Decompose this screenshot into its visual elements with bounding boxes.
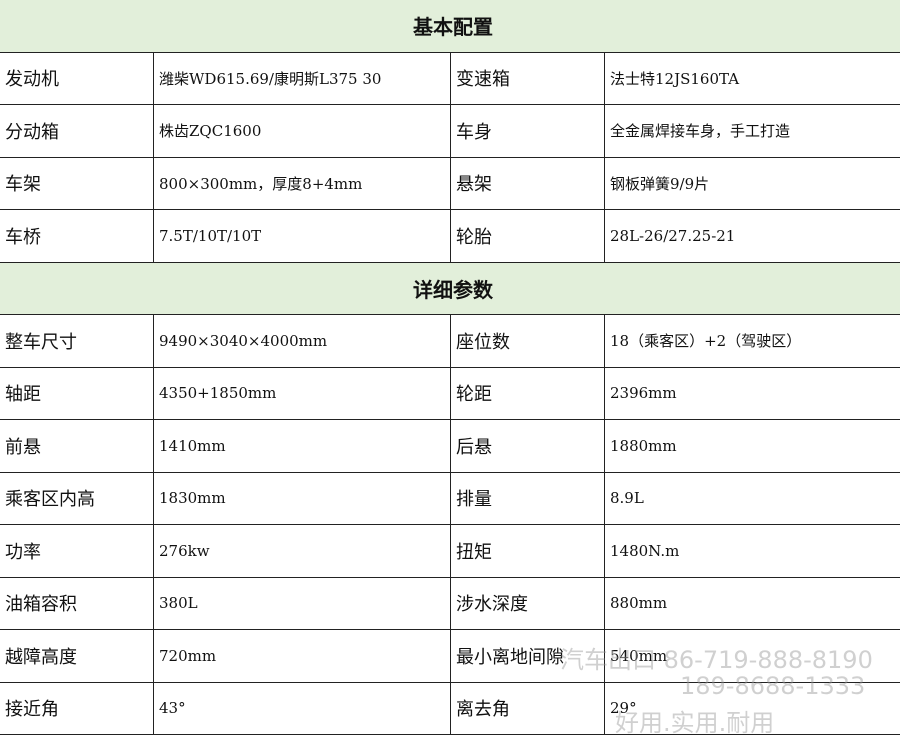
spec-value: 全金属焊接车身，手工打造 [605, 105, 900, 158]
section-header: 详细参数 [0, 262, 900, 315]
spec-label: 涉水深度 [451, 577, 605, 630]
spec-label: 功率 [0, 525, 154, 578]
spec-value: 7.5T/10T/10T [154, 210, 451, 263]
spec-label: 乘客区内高 [0, 472, 154, 525]
spec-label: 轮胎 [451, 210, 605, 263]
spec-value: 4350+1850mm [154, 367, 451, 420]
spec-label: 油箱容积 [0, 577, 154, 630]
spec-label: 后悬 [451, 420, 605, 473]
spec-value: 1830mm [154, 472, 451, 525]
spec-value: 540mm [605, 630, 900, 683]
spec-label: 分动箱 [0, 105, 154, 158]
spec-label: 发动机 [0, 52, 154, 105]
spec-label: 轮距 [451, 367, 605, 420]
spec-value: 800×300mm，厚度8+4mm [154, 157, 451, 210]
spec-label: 最小离地间隙 [451, 630, 605, 683]
section-header: 基本配置 [0, 0, 900, 52]
spec-value: 28L-26/27.25-21 [605, 210, 900, 263]
spec-value: 钢板弹簧9/9片 [605, 157, 900, 210]
spec-value: 18（乘客区）+2（驾驶区） [605, 315, 900, 368]
spec-label: 前悬 [0, 420, 154, 473]
spec-value: 8.9L [605, 472, 900, 525]
spec-label: 整车尺寸 [0, 315, 154, 368]
spec-label: 车桥 [0, 210, 154, 263]
spec-value: 1880mm [605, 420, 900, 473]
section-title: 基本配置 [0, 0, 900, 52]
spec-value: 276kw [154, 525, 451, 578]
spec-value: 法士特12JS160TA [605, 52, 900, 105]
spec-value: 29° [605, 682, 900, 735]
spec-value: 9490×3040×4000mm [154, 315, 451, 368]
spec-value: 株齿ZQC1600 [154, 105, 451, 158]
spec-value: 880mm [605, 577, 900, 630]
spec-value: 720mm [154, 630, 451, 683]
spec-value: 43° [154, 682, 451, 735]
spec-value: 2396mm [605, 367, 900, 420]
spec-label: 越障高度 [0, 630, 154, 683]
spec-label: 座位数 [451, 315, 605, 368]
spec-label: 接近角 [0, 682, 154, 735]
spec-label: 悬架 [451, 157, 605, 210]
spec-label: 离去角 [451, 682, 605, 735]
spec-value: 1410mm [154, 420, 451, 473]
spec-value: 1480N.m [605, 525, 900, 578]
spec-label: 车架 [0, 157, 154, 210]
spec-label: 车身 [451, 105, 605, 158]
spec-value: 潍柴WD615.69/康明斯L375 30 [154, 52, 451, 105]
section-title: 详细参数 [0, 262, 900, 315]
spec-value: 380L [154, 577, 451, 630]
spec-label: 扭矩 [451, 525, 605, 578]
spec-label: 变速箱 [451, 52, 605, 105]
spec-label: 轴距 [0, 367, 154, 420]
spec-label: 排量 [451, 472, 605, 525]
